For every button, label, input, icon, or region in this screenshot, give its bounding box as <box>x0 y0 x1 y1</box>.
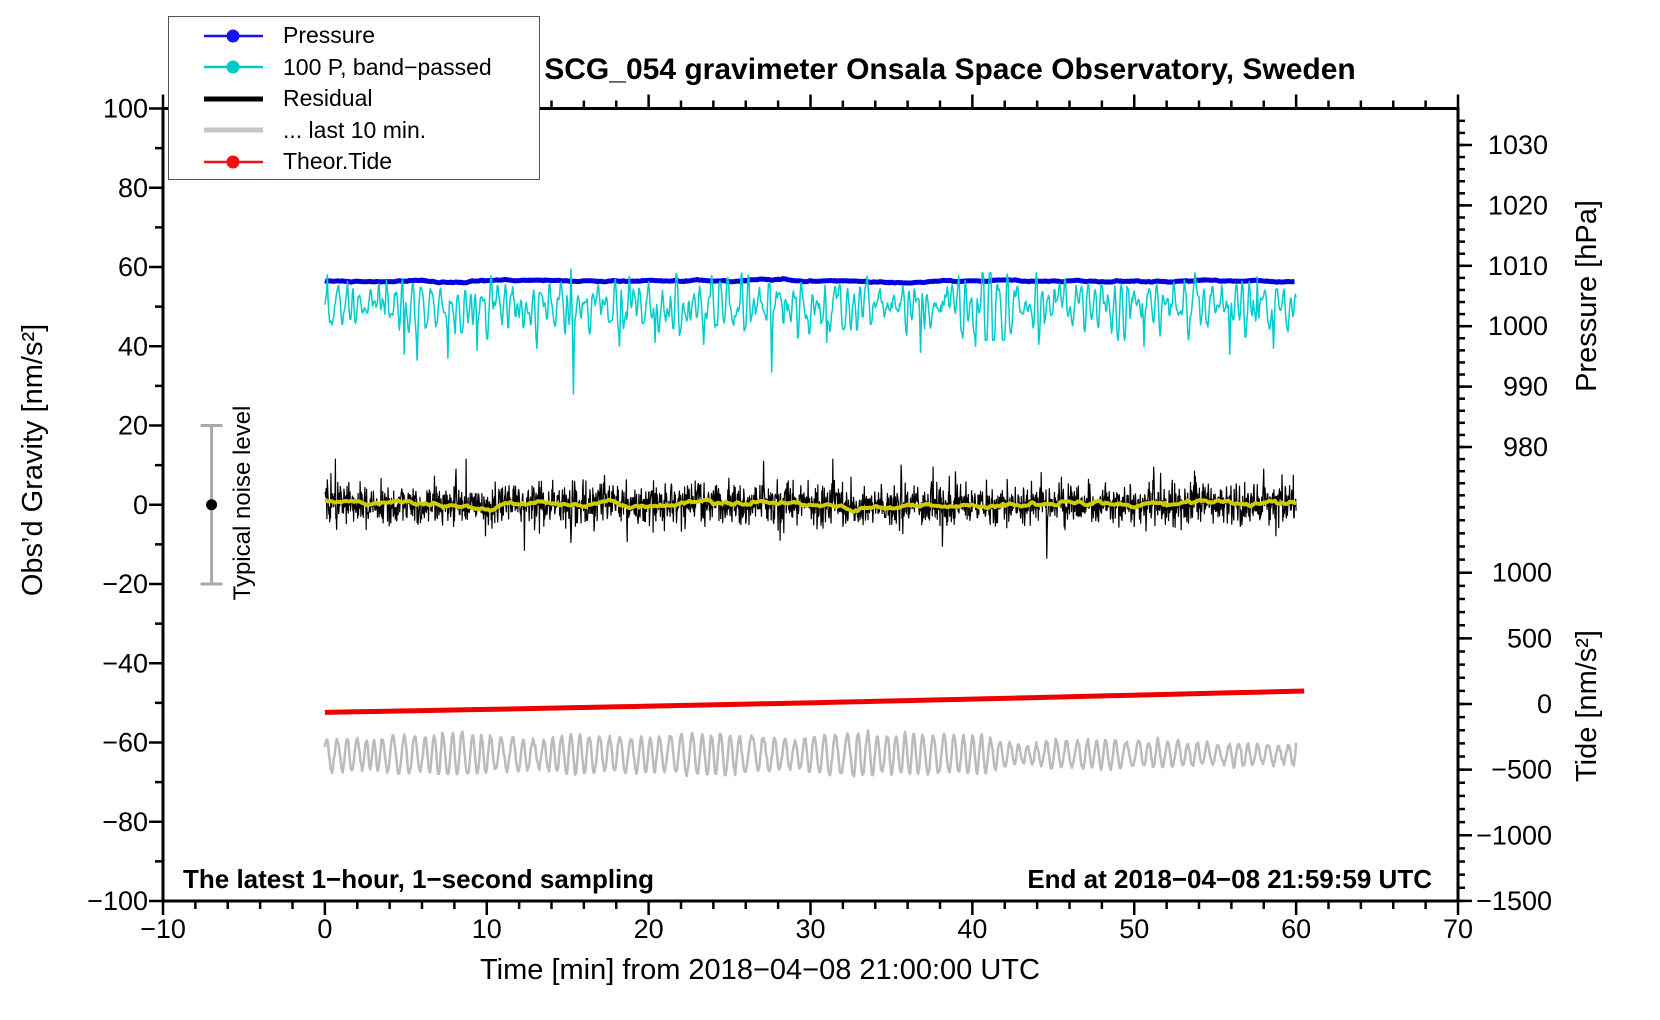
tick-label: 100 <box>103 94 148 124</box>
series-theor-tide-line <box>324 688 1305 715</box>
tick-label: −60 <box>102 728 148 758</box>
annotation-sampling: The latest 1−hour, 1−second sampling <box>183 864 654 894</box>
right-axis-title-tide: Tide [nm/s²] <box>1571 630 1603 782</box>
x-axis-title: Time [min] from 2018−04−08 21:00:00 UTC <box>480 954 1040 986</box>
last10min-line-icon <box>204 127 263 133</box>
tick-label: 1000 <box>1488 311 1548 341</box>
legend-item-residual: Residual <box>169 83 539 115</box>
tick-label: 20 <box>634 914 664 944</box>
noise-level-label: Typical noise level <box>229 406 256 601</box>
tick-label: 1030 <box>1488 130 1548 160</box>
tick-label: 1020 <box>1488 190 1548 220</box>
series-pressure-detail-line <box>324 278 1295 286</box>
tick-label: 990 <box>1503 372 1548 402</box>
tick-label: 60 <box>1281 914 1311 944</box>
series-residual-smoothed-line <box>324 497 1297 514</box>
pressure-line-dot-icon <box>204 29 263 43</box>
tick-label: 1010 <box>1488 251 1548 281</box>
legend-item-theor-tide: Theor.Tide <box>169 146 539 178</box>
legend-label: ... last 10 min. <box>283 116 427 143</box>
legend-item-pressure: Pressure <box>169 20 539 52</box>
residual-line-icon <box>204 96 263 102</box>
legend-item-last10min: ... last 10 min. <box>169 115 539 147</box>
tick-label: 50 <box>1119 914 1149 944</box>
legend-label: Pressure <box>283 22 376 49</box>
tick-label: 70 <box>1443 914 1473 944</box>
legend-label: Theor.Tide <box>283 148 393 175</box>
plot-generated: −10 0 10 20 30 40 50 60 70100806040200−20−40−60−… <box>87 94 1552 945</box>
left-axis-title: Obs’d Gravity [nm/s²] <box>17 324 49 596</box>
tick-label: 30 <box>795 914 825 944</box>
tick-label: 1000 <box>1492 558 1552 588</box>
tick-label: 980 <box>1503 432 1548 462</box>
tick-label: 40 <box>957 914 987 944</box>
tick-label: −80 <box>102 807 148 837</box>
tick-label: 40 <box>118 331 148 361</box>
plot-frame <box>161 107 1460 903</box>
tick-label: 0 <box>133 490 148 520</box>
tick-label: −100 <box>87 886 148 916</box>
tick-label: −40 <box>102 648 148 678</box>
legend-box: Pressure 100 P, band−passed Residual ...… <box>168 16 540 180</box>
chart-title: SCG_054 gravimeter Onsala Space Observat… <box>544 53 1356 86</box>
theor-tide-line-dot-icon <box>204 155 263 169</box>
tick-label: −1500 <box>1476 886 1552 916</box>
tick-label: 80 <box>118 173 148 203</box>
series-bandpassed-line <box>324 268 1297 395</box>
right-axis-title-pressure: Pressure [hPa] <box>1571 200 1603 392</box>
tick-label: 60 <box>118 252 148 282</box>
annotation-end-time: End at 2018−04−08 21:59:59 UTC <box>1027 864 1432 894</box>
tick-label: 500 <box>1507 623 1552 653</box>
legend-item-bandpassed: 100 P, band−passed <box>169 52 539 84</box>
noise-errorbar-dot <box>206 499 218 511</box>
legend-label: 100 P, band−passed <box>283 53 492 80</box>
series-last10min-line <box>323 729 1298 778</box>
tick-label: 0 <box>1537 689 1552 719</box>
bandpassed-line-dot-icon <box>204 60 263 74</box>
tick-label: −500 <box>1491 755 1552 785</box>
tick-label: −10 <box>140 914 186 944</box>
tick-label: −20 <box>102 569 148 599</box>
legend-label: Residual <box>283 85 373 112</box>
tick-label: 10 <box>472 914 502 944</box>
tick-label: 20 <box>118 411 148 441</box>
tick-label: −1000 <box>1476 820 1552 850</box>
tick-label: 0 <box>317 914 332 944</box>
